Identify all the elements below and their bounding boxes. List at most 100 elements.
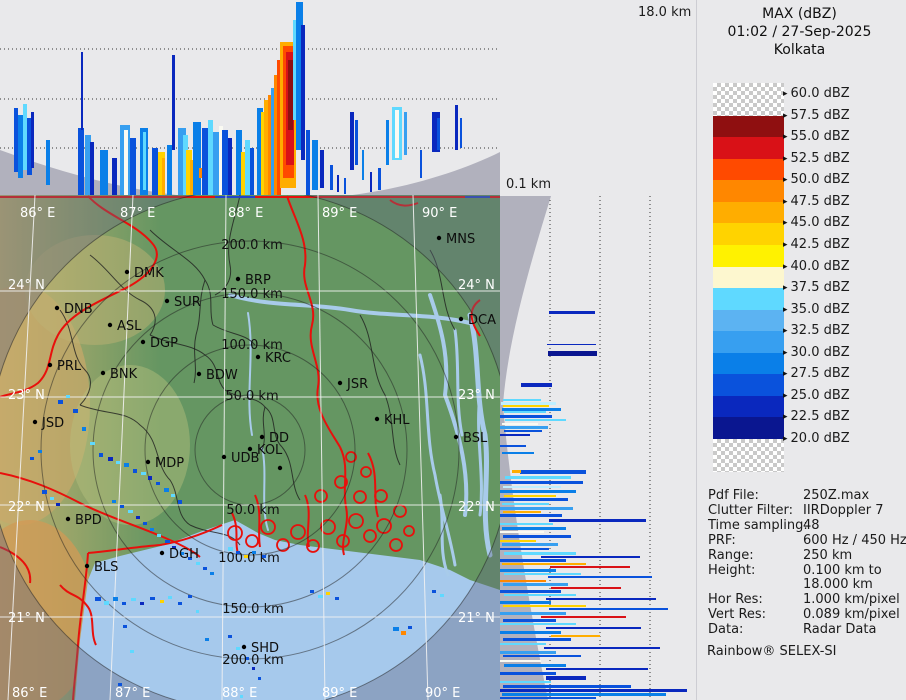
legend-panel: MAX (dBZ) 01:02 / 27-Sep-2025 Kolkata ▸ 6… [697,0,906,700]
echo-column [18,115,23,178]
echo-row [502,452,534,454]
echo-column [228,138,232,196]
map-echo [408,626,412,629]
map-echo [172,546,176,549]
district-boundary [149,229,214,326]
echo-row [500,580,546,582]
dbz-value: 57.5 dBZ [790,108,850,123]
ew-cross-section-panel[interactable] [0,0,500,196]
city-label: JSD [41,416,64,431]
echo-column [112,158,117,196]
metadata-row: Data: Radar Data [708,622,904,638]
echo-column [306,130,310,196]
map-echo [128,510,133,513]
metadata-label: Vert Res: [708,607,767,623]
map-echo [196,610,199,613]
echo-column [245,140,250,196]
echo-column [350,112,354,170]
city-label: DCA [468,313,496,328]
map-echo [240,695,243,698]
tick-arrow-icon: ▸ [783,326,788,336]
metadata-value: 250 km [803,547,853,563]
tick-arrow-icon: ▸ [783,89,788,99]
echo-column [455,105,458,150]
delta-island-outline [314,489,328,503]
echo-row [502,423,538,425]
dbz-color-band [713,374,784,396]
dbz-tick-label: ▸ 40.0 dBZ [783,259,850,274]
map-echo [171,494,175,497]
echo-column [250,148,254,196]
tick-arrow-icon: ▸ [783,132,788,142]
echo-column [130,138,136,196]
state-boundary [0,472,201,558]
echo-column [199,168,202,178]
echo-row [502,527,566,530]
echo-row [500,490,576,493]
state-boundary [339,446,348,556]
map-echo [136,516,140,519]
echo-column [158,152,165,196]
radar-map-canvas[interactable]: 86° E 87° E 88° E 89° E 90° E 86° E 87° E 88° E… [0,195,500,700]
map-echo [210,572,214,575]
echo-column [404,112,407,155]
city-label: BPD [75,513,102,528]
tick-arrow-icon: ▸ [783,111,788,121]
echo-column [432,112,440,152]
echo-row [503,405,549,407]
state-boundary [72,552,89,700]
echo-row [500,569,556,572]
dbz-tick-label: ▸ 57.5 dBZ [783,108,850,123]
city-label: BDW [206,368,238,383]
map-echo [156,482,160,485]
city-label: BRP [245,273,271,288]
district-boundary [261,406,266,451]
hill-patch [0,285,90,525]
dbz-value: 30.0 dBZ [790,345,850,360]
echo-column [78,128,84,196]
dbz-color-band [713,310,784,331]
map-echo [150,597,155,600]
dbz-color-band [713,396,784,417]
echo-column [222,130,228,196]
echo-column [355,120,358,165]
dbz-value: 55.0 dBZ [790,129,850,144]
range-ring-label: 150.0 km [221,287,283,302]
district-boundary [429,249,456,331]
metadata-row: Clutter Filter: IIRDoppler 7 [708,503,904,519]
echo-column [337,175,339,192]
map-echo [113,597,118,601]
echo-column [27,118,32,175]
ns-cross-section-panel[interactable] [500,196,696,700]
map-echo [116,461,120,464]
tick-arrow-icon: ▸ [783,412,788,422]
echo-column [178,128,186,196]
delta-island-outline [276,538,290,552]
dbz-tick-label: ▸ 42.5 dBZ [783,237,850,252]
echo-row [504,430,542,432]
state-boundary [367,452,379,518]
echo-column [344,178,346,194]
map-echo [58,400,63,404]
echo-column [257,108,263,196]
echo-row [500,481,583,484]
city-label: DNB [64,302,93,317]
map-echo [196,562,200,565]
river [418,353,457,567]
dbz-color-band [713,288,784,310]
echo-row [502,563,586,565]
city-label: BNK [110,367,138,382]
echo-row [500,426,548,429]
delta-island-outline [374,489,388,503]
height-max-label: 18.0 km [638,5,692,20]
legend-divider [696,0,697,700]
longitude-label: 89° E [322,206,357,221]
echo-row [550,566,630,568]
echo-row [546,627,641,629]
city-marker [221,454,227,460]
delta-island-outline [403,525,415,537]
software-brand: Rainbow® SELEX-SI [707,644,837,659]
map-echo [124,463,129,467]
dbz-tick-label: ▸ 55.0 dBZ [783,129,850,144]
